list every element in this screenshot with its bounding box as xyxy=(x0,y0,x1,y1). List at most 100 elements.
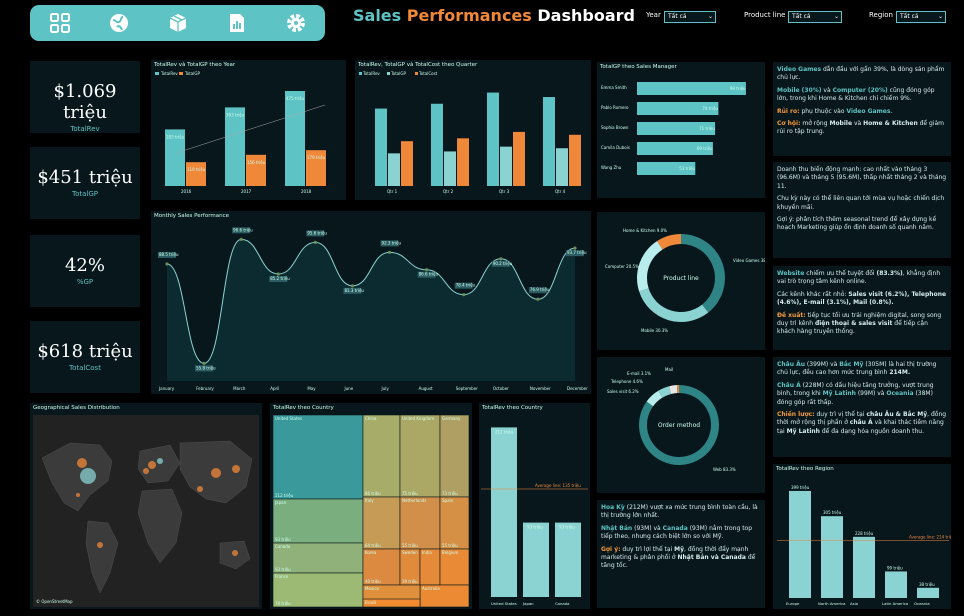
label-bg-5[interactable] xyxy=(343,287,362,294)
point-July[interactable] xyxy=(387,250,392,255)
point-April[interactable] xyxy=(276,272,280,276)
point-September[interactable] xyxy=(462,293,466,297)
label-bg-4[interactable] xyxy=(306,230,325,237)
bar-Oceania[interactable] xyxy=(917,587,939,598)
gear-icon[interactable] xyxy=(283,10,309,36)
bar-rev-2016[interactable] xyxy=(165,129,185,186)
map-bubble-india[interactable] xyxy=(197,486,203,492)
bar-rev-2018[interactable] xyxy=(285,91,305,186)
label-bg-6[interactable] xyxy=(380,240,399,247)
point-November[interactable] xyxy=(536,297,540,301)
label-bg-9[interactable] xyxy=(491,260,510,267)
slice-Telephone[interactable] xyxy=(658,386,672,398)
bar-TotalGP-Qtr 2[interactable] xyxy=(444,151,456,186)
label-bg-10[interactable] xyxy=(528,287,547,294)
bar-TotalCost-Qtr 1[interactable] xyxy=(401,141,413,186)
map-bubble-australia[interactable] xyxy=(232,550,238,556)
year-select[interactable]: Tất cả ⌄ xyxy=(664,11,716,23)
treemap-cell-Spain[interactable] xyxy=(439,496,470,550)
bar-TotalGP-Qtr 4[interactable] xyxy=(556,148,568,186)
treemap-cell-Belgium[interactable] xyxy=(439,548,470,586)
bar-rev-2017[interactable] xyxy=(225,107,245,186)
map-bubble-europe[interactable] xyxy=(148,461,156,469)
legend-swatch-TotalGP[interactable] xyxy=(387,72,390,75)
box-icon[interactable] xyxy=(165,10,191,36)
map-bubble-china[interactable] xyxy=(211,468,221,478)
slice-Computer[interactable] xyxy=(637,241,663,292)
bar-United States[interactable] xyxy=(491,427,517,597)
bar-TotalRev-Qtr 3[interactable] xyxy=(487,92,499,186)
treemap-cell-China[interactable] xyxy=(362,414,401,498)
region-select[interactable]: Tất cả ⌄ xyxy=(896,11,946,23)
bar-manager-3[interactable] xyxy=(637,142,713,155)
label-bg-8[interactable] xyxy=(454,282,473,289)
slice-Sales visit[interactable] xyxy=(646,390,663,407)
treemap-cell-United States[interactable] xyxy=(272,414,364,500)
map-bubble-brazil[interactable] xyxy=(97,542,103,548)
bar-Japan[interactable] xyxy=(523,522,549,597)
monthly-line[interactable] xyxy=(166,238,576,364)
bar-manager-0[interactable] xyxy=(637,82,746,95)
bar-TotalGP-Qtr 1[interactable] xyxy=(388,153,400,186)
slice-Mail[interactable] xyxy=(676,385,679,394)
bar-manager-4[interactable] xyxy=(637,162,696,175)
point-June[interactable] xyxy=(350,284,355,288)
label-bg-11[interactable] xyxy=(566,250,584,257)
report-icon[interactable] xyxy=(224,10,250,36)
label-bg-2[interactable] xyxy=(232,227,251,234)
legend-rev-swatch[interactable] xyxy=(155,72,159,75)
legend-swatch-TotalCost[interactable] xyxy=(415,72,418,75)
treemap-cell-France[interactable] xyxy=(272,572,364,608)
point-May[interactable] xyxy=(313,240,317,244)
dashboard-icon[interactable] xyxy=(47,10,73,36)
treemap-cell-Netherlands[interactable] xyxy=(399,496,441,550)
point-October[interactable] xyxy=(499,257,503,261)
treemap-cell-Italy[interactable] xyxy=(362,496,401,550)
map-bubble-japan[interactable] xyxy=(232,465,240,473)
treemap-cell-Germany[interactable] xyxy=(439,414,470,498)
bar-manager-1[interactable] xyxy=(637,102,719,115)
map-bubble-mexico[interactable] xyxy=(76,493,80,497)
point-February[interactable] xyxy=(202,361,206,365)
label-bg-0[interactable] xyxy=(158,251,176,258)
bar-TotalCost-Qtr 3[interactable] xyxy=(513,131,525,186)
slice-Home & Kitchen[interactable] xyxy=(657,234,681,250)
label-bg-7[interactable] xyxy=(417,271,436,278)
bar-gp-2016[interactable] xyxy=(186,162,206,186)
point-January[interactable] xyxy=(165,262,169,266)
treemap-cell-Canada[interactable] xyxy=(272,542,364,574)
treemap-cell-Brazil[interactable] xyxy=(362,598,421,608)
map-bubble-canada[interactable] xyxy=(77,458,87,468)
label-bg-3[interactable] xyxy=(269,275,288,282)
bar-TotalRev-Qtr 4[interactable] xyxy=(543,97,555,186)
bar-gp-2018[interactable] xyxy=(306,150,326,186)
bar-TotalRev-Qtr 2[interactable] xyxy=(431,103,443,186)
map-bubble-germany[interactable] xyxy=(157,458,163,464)
point-December[interactable] xyxy=(573,246,577,250)
bar-Asia[interactable] xyxy=(853,536,875,598)
label-bg-1[interactable] xyxy=(195,365,214,372)
treemap-cell-United Kingdom[interactable] xyxy=(399,414,441,498)
map-bubble-france[interactable] xyxy=(143,468,149,474)
treemap-cell-Japan[interactable] xyxy=(272,498,364,544)
product-line-select[interactable]: Tất cả ⌄ xyxy=(788,11,842,23)
point-March[interactable] xyxy=(239,237,243,241)
bar-gp-2017[interactable] xyxy=(246,154,266,186)
bar-manager-2[interactable] xyxy=(637,122,716,135)
treemap-cell-Korea[interactable] xyxy=(362,548,401,586)
bar-Latin America[interactable] xyxy=(885,571,907,598)
bar-North America[interactable] xyxy=(821,516,843,598)
legend-gp-swatch[interactable] xyxy=(179,72,183,75)
monthly-area[interactable] xyxy=(167,239,575,381)
slice-E-mail[interactable] xyxy=(669,385,678,394)
slice-Mobile[interactable] xyxy=(639,288,709,322)
bar-TotalCost-Qtr 4[interactable] xyxy=(569,134,581,186)
bar-TotalGP-Qtr 3[interactable] xyxy=(500,146,512,186)
bar-Canada[interactable] xyxy=(555,522,581,597)
bar-TotalCost-Qtr 2[interactable] xyxy=(457,138,469,186)
world-map[interactable]: © OpenStreetMap xyxy=(30,403,262,609)
point-August[interactable] xyxy=(425,268,429,272)
globe-icon[interactable] xyxy=(106,10,132,36)
bar-TotalRev-Qtr 1[interactable] xyxy=(375,108,387,186)
bar-Europe[interactable] xyxy=(789,490,811,598)
